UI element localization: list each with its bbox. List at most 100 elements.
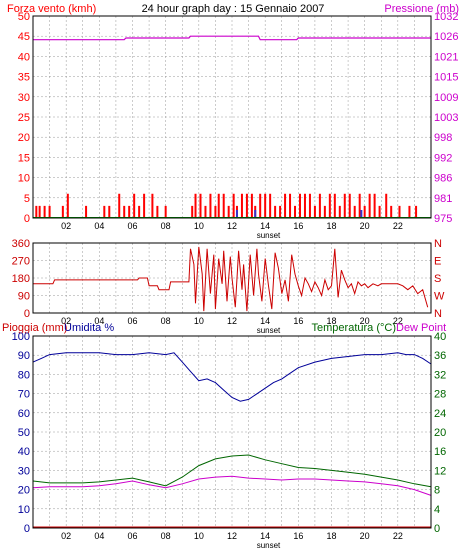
x-tick-label: 06 [127,531,137,541]
wind-speed-bar [199,193,202,218]
left-tick-label: 0 [24,308,30,320]
humidity-temperature-frame [32,335,432,529]
wind-speed-bar [415,205,418,218]
wind-gust-marker [254,210,257,218]
wind-speed-bar [353,205,356,218]
humidity-tick-labels: 0 10 20 30 40 50 60 70 80 90 100 [12,331,30,535]
left-tick-label: 40 [18,446,30,458]
wind-speed-bar [232,193,235,218]
humidity-temperature-x-tick-labels: 02 04 06 08 10 12 14 16 18 20 22 [61,531,403,541]
x-tick-label: 10 [194,531,204,541]
wind-speed-bar [368,193,371,218]
x-tick-label: 08 [161,531,171,541]
right-tick-label: 1026 [434,31,458,43]
wind-speed-bar [217,193,220,218]
right-tick-label: N [434,238,442,250]
temperature-line [32,454,432,488]
wind-speed-bar [35,205,38,218]
x-tick-label: 02 [61,316,71,326]
x-tick-label: 12 [227,221,237,231]
wind-speed-bar [363,205,366,218]
wind-speed-bar [264,193,267,218]
wind-speed-axis-title: Forza vento (kmh) [7,3,96,15]
right-tick-label: 40 [434,331,446,343]
left-tick-label: 30 [18,92,30,104]
wind-speed-bar [138,205,141,218]
x-tick-label: 16 [293,221,303,231]
wind-speed-bar [298,193,301,218]
x-tick-label: 14 [260,221,270,231]
wind-gust-marker [235,210,238,218]
wind-speed-bar [43,205,46,218]
wind-speed-bar [343,193,346,218]
right-tick-label: 1032 [434,11,458,23]
left-tick-label: 0 [24,523,30,535]
wind-pressure-x-tick-labels: 02 04 06 08 10 12 14 16 18 20 22 [61,221,403,231]
left-tick-label: 90 [18,350,30,362]
left-tick-label: 45 [18,31,30,43]
right-tick-label: 986 [434,173,452,185]
left-tick-label: 35 [18,72,30,84]
wind-speed-bar [318,193,321,218]
wind-pressure-frame [32,15,432,219]
left-tick-label: 0 [24,213,30,225]
x-tick-label: 08 [161,221,171,231]
wind-speed-bar [209,193,212,218]
sunset-marker-label: sunset [257,231,281,240]
wind-speed-bar [358,193,361,218]
left-tick-label: 25 [18,112,30,124]
wind-speed-bar [385,193,388,218]
right-tick-label: 32 [434,369,446,381]
x-tick-label: 22 [393,316,403,326]
left-tick-label: 180 [12,273,30,285]
wind-speed-bar [308,193,311,218]
wind-speed-bar [279,205,282,218]
temperature-tick-labels: 0 4 8 12 16 20 24 28 32 36 40 [434,331,446,535]
x-tick-label: 12 [227,316,237,326]
left-tick-label: 30 [18,465,30,477]
x-tick-label: 02 [61,531,71,541]
sunset-marker-label: sunset [257,326,281,335]
wind-speed-bar [294,205,297,218]
right-tick-label: 12 [434,465,446,477]
humidity-axis-title: Umidita % [64,322,114,334]
x-tick-label: 12 [227,531,237,541]
x-tick-label: 18 [326,221,336,231]
wind-speed-bar [269,193,272,218]
wind-speed-bar [164,205,167,218]
right-tick-label: 981 [434,193,452,205]
wind-gust-marker [360,210,363,218]
left-tick-label: 50 [18,427,30,439]
wind-speed-bar [66,193,69,218]
x-tick-label: 20 [360,316,370,326]
wind-speed-bar [333,193,336,218]
left-tick-label: 40 [18,51,30,63]
right-tick-label: 1003 [434,112,458,124]
wind-speed-bar [128,205,131,218]
left-tick-label: 15 [18,152,30,164]
wind-speed-bar [338,205,341,218]
right-tick-label: 1015 [434,72,458,84]
wind-speed-bar [323,205,326,218]
left-tick-label: 60 [18,408,30,420]
right-tick-label: 8 [434,485,440,497]
right-tick-label: 28 [434,389,446,401]
right-tick-label: E [434,256,441,268]
wind-speed-bar [245,193,248,218]
left-tick-label: 50 [18,11,30,23]
wind-speed-bar [194,193,197,218]
left-tick-label: 90 [18,291,30,303]
wind-pressure-chart: Forza vento (kmh) 24 hour graph day : 15… [7,3,459,240]
wind-direction-degree-labels: 0 90 180 270 360 [12,238,30,320]
left-tick-label: 80 [18,369,30,381]
x-tick-label: 10 [194,316,204,326]
x-tick-label: 02 [61,221,71,231]
wind-speed-bar [378,205,381,218]
x-tick-label: 20 [360,531,370,541]
wind-speed-bar [398,205,401,218]
wind-speed-bar [313,205,316,218]
wind-speed-bar [390,205,393,218]
right-tick-label: 0 [434,523,440,535]
